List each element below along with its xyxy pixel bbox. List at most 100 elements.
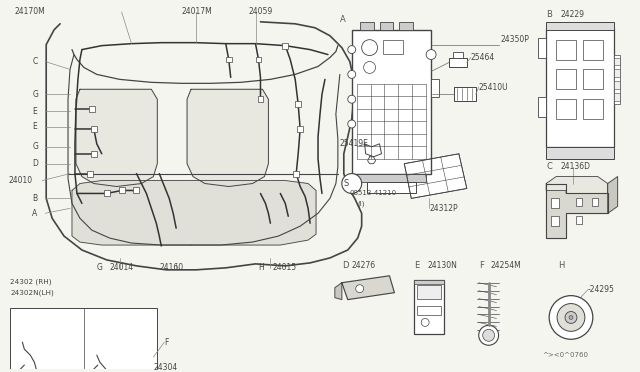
Bar — [118, 187, 125, 193]
Bar — [383, 40, 403, 54]
Bar — [614, 70, 620, 77]
Text: 24302 (RH): 24302 (RH) — [10, 279, 52, 285]
Bar — [551, 216, 559, 226]
Bar — [91, 151, 97, 157]
Text: 24017M: 24017M — [181, 7, 212, 16]
Bar — [367, 182, 416, 193]
Circle shape — [348, 46, 356, 54]
Bar — [414, 280, 444, 284]
Text: A: A — [340, 15, 346, 24]
Bar — [454, 87, 476, 101]
Bar — [546, 22, 614, 30]
Text: ^><0^0760: ^><0^0760 — [542, 352, 588, 358]
Bar — [449, 58, 467, 67]
Bar — [538, 38, 546, 58]
Bar — [431, 79, 439, 97]
Bar — [583, 40, 603, 60]
Text: 24350P: 24350P — [500, 35, 529, 44]
Circle shape — [342, 174, 362, 193]
Text: 25419E: 25419E — [340, 140, 369, 148]
Polygon shape — [546, 177, 608, 193]
Circle shape — [356, 285, 364, 293]
Text: 08513-41210: 08513-41210 — [350, 190, 397, 196]
Bar — [614, 81, 620, 89]
Circle shape — [565, 311, 577, 323]
Text: F: F — [479, 262, 484, 270]
Text: E: E — [32, 107, 37, 116]
Polygon shape — [342, 276, 394, 299]
Bar — [556, 99, 576, 119]
Text: 24130N: 24130N — [427, 262, 457, 270]
Polygon shape — [608, 177, 618, 213]
Bar — [399, 22, 413, 30]
Bar — [134, 187, 140, 193]
Circle shape — [362, 40, 378, 55]
Bar — [104, 190, 109, 196]
Text: F: F — [164, 338, 168, 347]
Bar — [614, 93, 620, 101]
Text: C: C — [32, 57, 38, 66]
Bar — [583, 99, 603, 119]
Text: C: C — [546, 162, 552, 171]
Bar — [87, 171, 93, 177]
Text: D: D — [32, 159, 38, 168]
Text: -24295: -24295 — [588, 285, 615, 294]
Bar — [282, 43, 288, 49]
Text: 24229: 24229 — [560, 10, 584, 19]
Bar — [295, 101, 301, 107]
Bar — [414, 280, 444, 334]
Polygon shape — [76, 89, 157, 186]
Text: A: A — [32, 209, 38, 218]
Text: S: S — [343, 179, 348, 188]
Text: 24304: 24304 — [154, 363, 177, 372]
Bar — [576, 198, 582, 206]
Text: E: E — [414, 262, 419, 270]
Bar — [89, 106, 95, 112]
Text: 24010: 24010 — [8, 176, 33, 185]
Bar — [360, 22, 374, 30]
Circle shape — [569, 315, 573, 320]
Bar — [592, 198, 598, 206]
Bar — [417, 285, 441, 299]
Bar — [583, 70, 603, 89]
Text: D: D — [342, 262, 348, 270]
Circle shape — [348, 70, 356, 78]
Bar — [614, 58, 620, 65]
Text: H: H — [259, 263, 264, 272]
Bar — [10, 308, 157, 372]
Text: 24014: 24014 — [109, 263, 134, 272]
Bar — [293, 171, 299, 177]
Polygon shape — [546, 183, 608, 238]
Bar — [356, 174, 426, 182]
Circle shape — [348, 95, 356, 103]
Polygon shape — [404, 154, 467, 198]
Text: G: G — [32, 90, 38, 99]
Text: 24136D: 24136D — [560, 162, 590, 171]
Polygon shape — [187, 89, 268, 186]
Text: 24160: 24160 — [159, 263, 184, 272]
Circle shape — [421, 318, 429, 326]
Bar — [538, 97, 546, 117]
Bar — [546, 28, 614, 147]
Bar — [255, 57, 262, 62]
Text: 24059: 24059 — [248, 7, 273, 16]
Bar — [556, 70, 576, 89]
Polygon shape — [335, 283, 342, 299]
Circle shape — [426, 49, 436, 60]
Bar — [576, 216, 582, 224]
Text: G: G — [97, 263, 102, 272]
Circle shape — [364, 61, 376, 73]
Text: 24254M: 24254M — [491, 262, 522, 270]
Bar — [297, 126, 303, 132]
Bar — [257, 96, 264, 102]
Bar — [380, 22, 394, 30]
Text: 24170M: 24170M — [15, 7, 45, 16]
Text: B: B — [546, 10, 552, 19]
Polygon shape — [72, 180, 316, 245]
Text: 24312P: 24312P — [429, 204, 458, 213]
Bar — [453, 52, 463, 58]
Text: E: E — [32, 122, 37, 131]
Bar — [614, 55, 620, 104]
Bar — [417, 305, 441, 315]
Text: B: B — [32, 194, 37, 203]
